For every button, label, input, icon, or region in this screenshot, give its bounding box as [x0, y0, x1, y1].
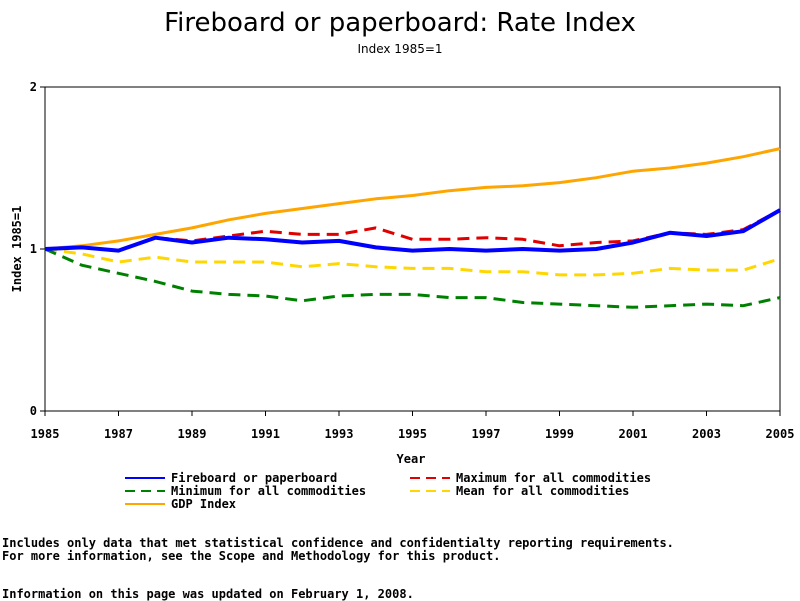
series-line-minimum-for-all-commodities [44, 247, 781, 309]
x-tick-label: 1985 [31, 427, 60, 441]
series-line-mean-for-all-commodities [44, 247, 781, 277]
chart-subtitle: Index 1985=1 [357, 42, 442, 56]
series-line-maximum-for-all-commodities [44, 208, 781, 253]
x-tick-label: 1995 [398, 427, 427, 441]
note-updated: Information on this page was updated on … [2, 587, 414, 601]
chart-title: Fireboard or paperboard: Rate Index [164, 8, 636, 38]
series-line-gdp-index [44, 147, 781, 251]
x-tick-label: 1989 [178, 427, 207, 441]
y-tick-label: 1 [30, 242, 37, 256]
y-tick-label: 2 [30, 80, 37, 94]
x-tick-label: 1987 [104, 427, 133, 441]
note-line-1: Includes only data that met statistical … [2, 536, 674, 550]
y-axis: 0 1 2 [30, 80, 45, 418]
legend-label: Fireboard or paperboard [171, 471, 337, 485]
legend-label: Maximum for all commodities [456, 471, 651, 485]
x-tick-label: 1999 [545, 427, 574, 441]
note-line-2: For more information, see the Scope and … [2, 549, 501, 563]
x-tick-label: 1997 [472, 427, 501, 441]
legend-label: Minimum for all commodities [171, 484, 366, 498]
series-layer [44, 147, 781, 309]
x-tick-label: 2001 [619, 427, 648, 441]
x-tick-label: 2003 [692, 427, 721, 441]
legend-label: GDP Index [171, 497, 236, 511]
x-tick-label: 1991 [251, 427, 280, 441]
series-line-fireboard-or-paperboard [44, 208, 781, 253]
x-tick-label: 1993 [325, 427, 354, 441]
y-axis-label: Index 1985=1 [10, 206, 24, 293]
x-tick-label: 2005 [766, 427, 795, 441]
legend: Fireboard or paperboard Maximum for all c… [125, 471, 651, 511]
legend-label: Mean for all commodities [456, 484, 629, 498]
x-axis: 1985 1987 1989 1991 1993 1995 1997 1999 2001 2003… [31, 411, 795, 441]
y-tick-label: 0 [30, 404, 37, 418]
x-axis-label: Year [397, 452, 426, 466]
